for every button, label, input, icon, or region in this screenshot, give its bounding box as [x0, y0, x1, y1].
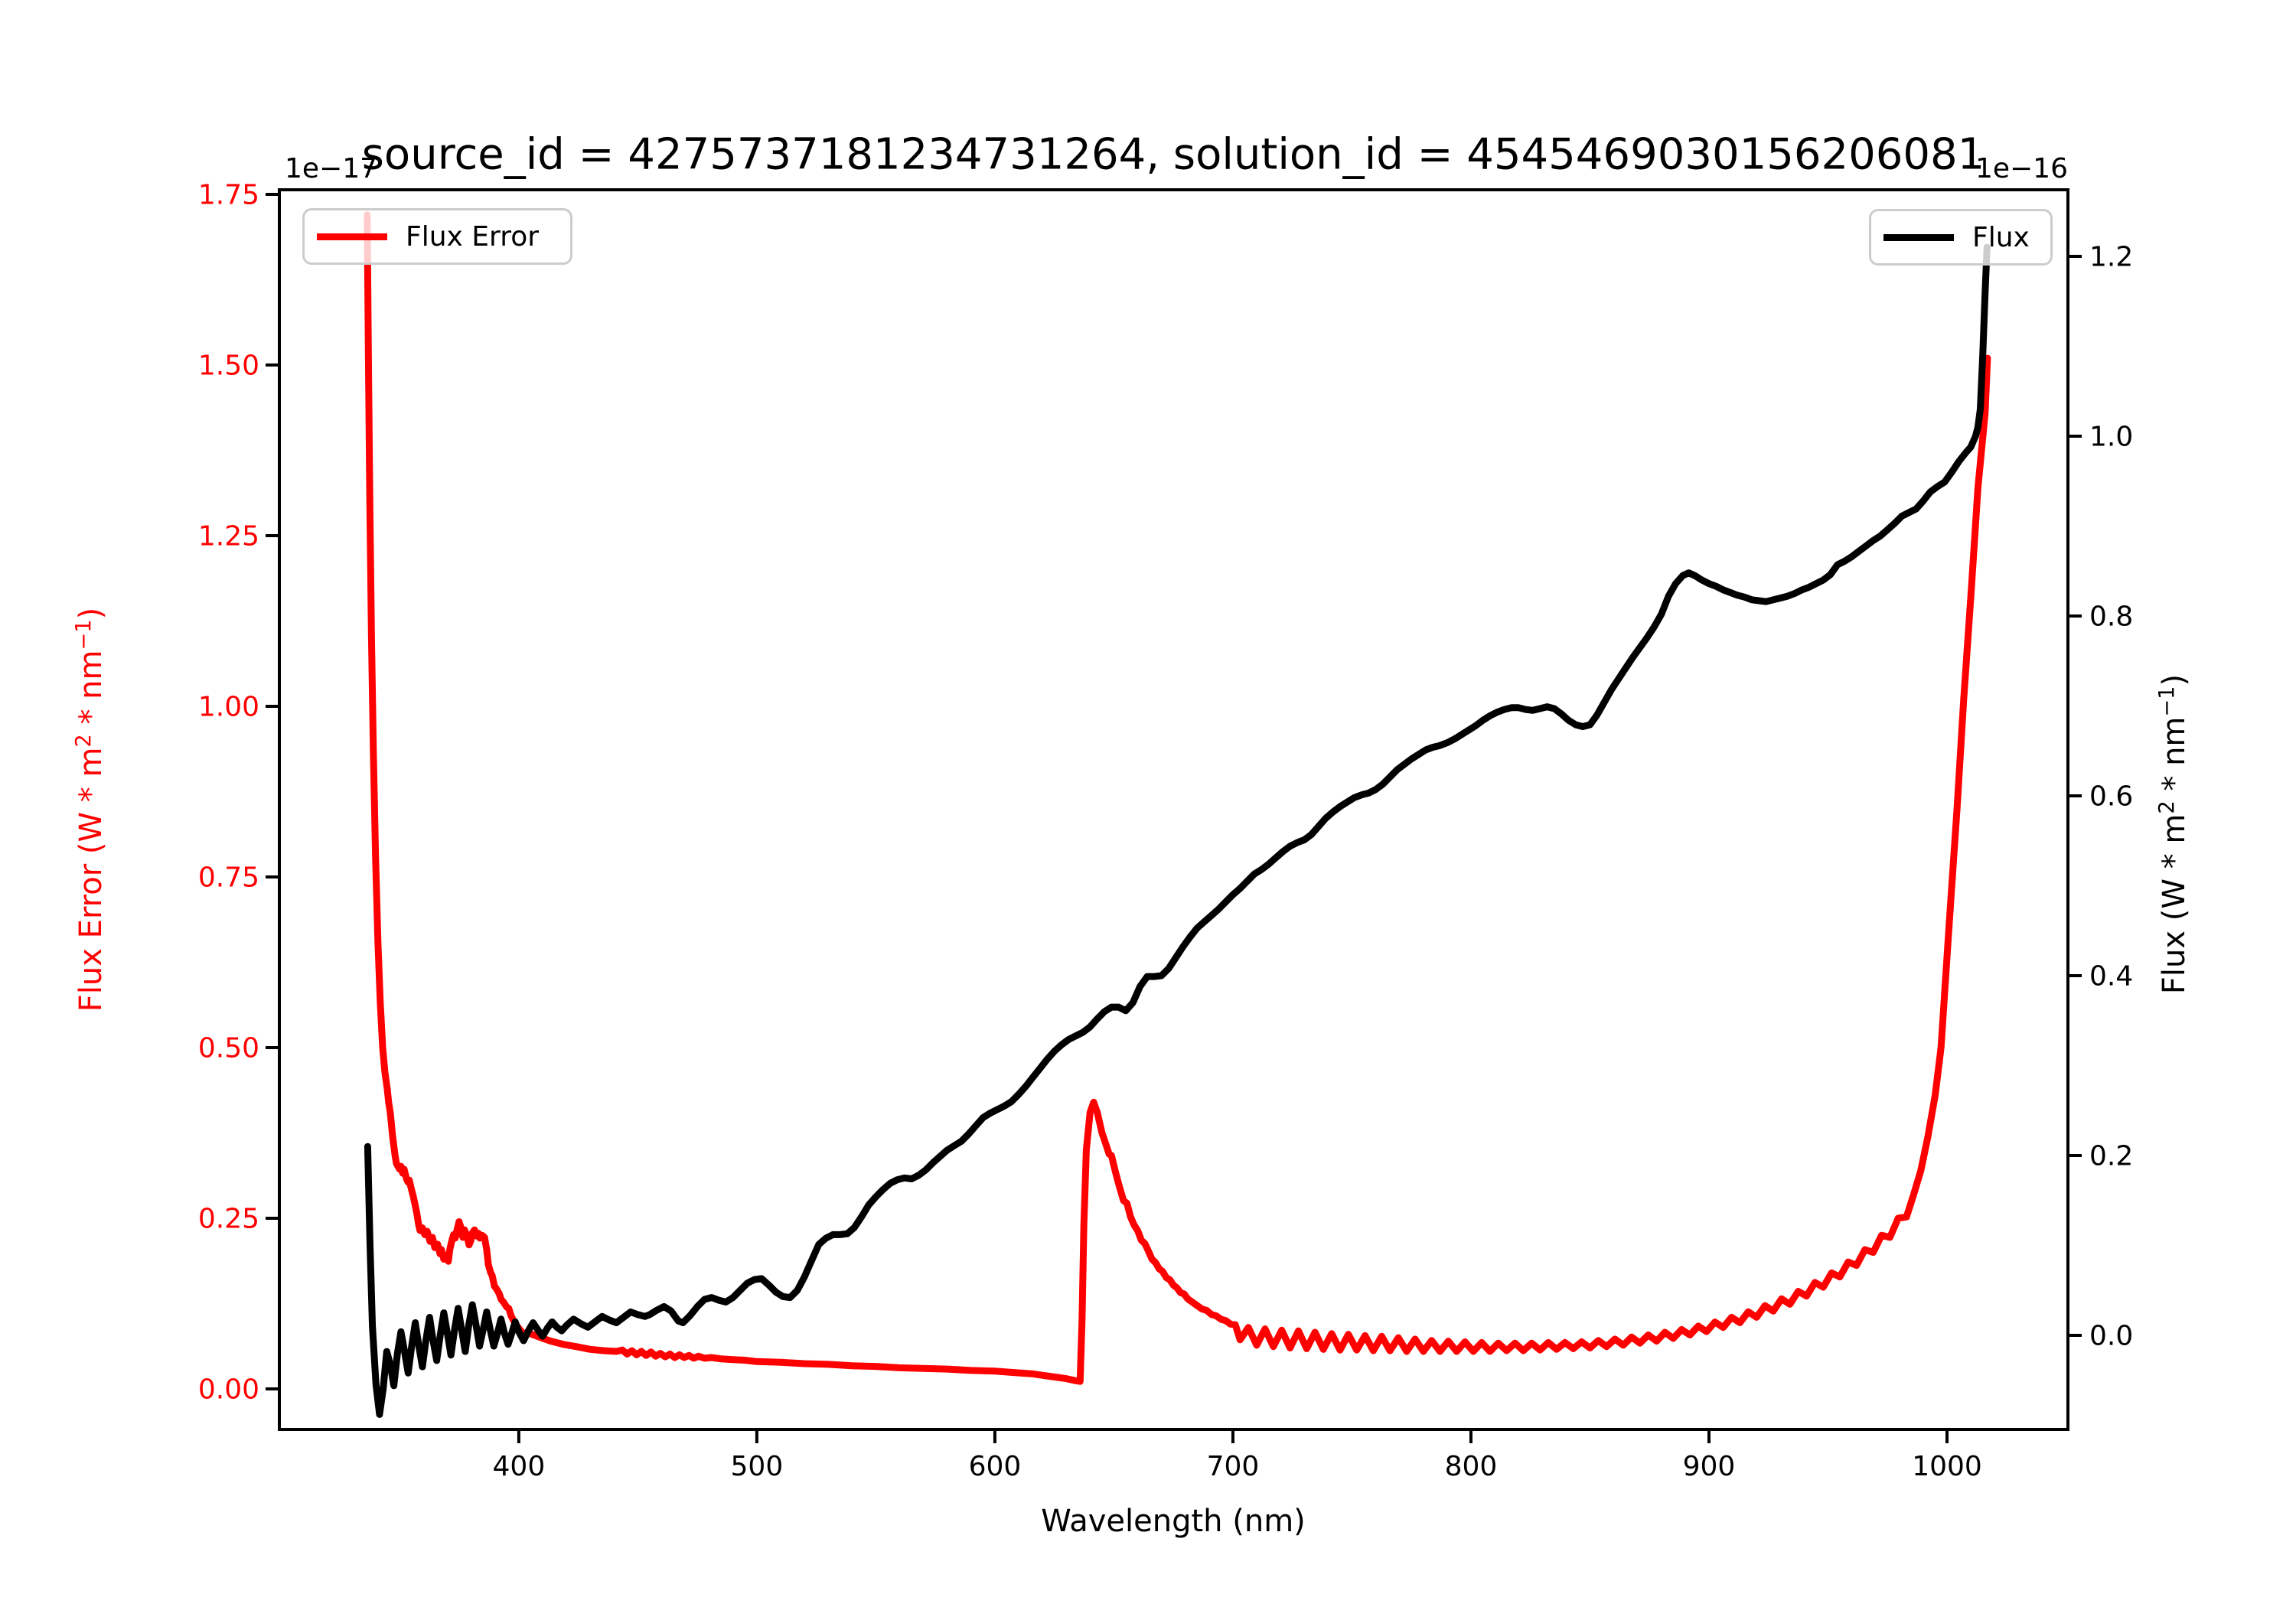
left-tick-label: 1.00 [198, 692, 259, 723]
left-axis-label-text2: * nm [73, 650, 109, 735]
right-tick-label: 1.0 [2089, 422, 2133, 453]
left-axis-label-text3: ) [73, 607, 109, 620]
left-tick-label: 1.75 [198, 180, 259, 211]
right-tick-label: 0.6 [2089, 781, 2133, 813]
right-axis-offset-text: 1e−16 [1975, 153, 2068, 184]
left-axis-label-supminus1: −1 [71, 619, 96, 650]
flux-legend-line-icon [1883, 233, 1954, 241]
plot-title: source_id = 4275737181234731264, solutio… [361, 129, 1985, 180]
right-axis-label-text2: * nm [2157, 716, 2193, 801]
left-tick-label: 0.00 [198, 1374, 259, 1406]
x-tick-label: 600 [969, 1451, 1022, 1482]
left-axis-offset-text: 1e−17 [285, 153, 378, 184]
axes-spines [278, 188, 2069, 1431]
right-tick-label: 0.8 [2089, 601, 2133, 633]
right-tick-label: 0.4 [2089, 961, 2133, 993]
flux-error-line [364, 211, 1991, 1385]
x-tick-label: 1000 [1912, 1451, 1982, 1482]
left-tick-label: 1.50 [198, 350, 259, 382]
right-axis-label-text: Flux (W * m [2157, 813, 2193, 995]
right-tick-label: 1.2 [2089, 242, 2133, 273]
left-axis-label-text: Flux Error (W * m [73, 747, 109, 1012]
left-tick-label: 0.25 [198, 1204, 259, 1235]
x-tick-label: 500 [731, 1451, 784, 1482]
right-tick-label: 0.2 [2089, 1141, 2133, 1172]
flux-error-legend-line-icon [317, 233, 387, 240]
x-axis-label: Wavelength (nm) [1041, 1504, 1306, 1539]
left-axis-label-sup2: 2 [71, 734, 96, 748]
flux-legend-label: Flux [1972, 221, 2030, 253]
left-axis-label: Flux Error (W * m2 * nm−1) [72, 608, 109, 1012]
legend-flux-error: Flux Error [302, 208, 572, 265]
x-tick-label: 900 [1683, 1451, 1736, 1482]
legend-flux: Flux [1869, 209, 2053, 266]
flux-error-legend-label: Flux Error [406, 220, 540, 253]
x-tick-label: 700 [1207, 1451, 1260, 1482]
right-axis-label-sup2: 2 [2154, 800, 2179, 814]
flux-line [364, 243, 1991, 1418]
right-axis-label: Flux (W * m2 * nm−1) [2155, 674, 2192, 994]
right-axis-label-text3: ) [2157, 673, 2193, 686]
left-tick-label: 1.25 [198, 521, 259, 553]
right-tick-label: 0.0 [2089, 1321, 2133, 1352]
x-tick-label: 800 [1445, 1451, 1498, 1482]
right-axis-label-supminus1: −1 [2154, 686, 2179, 717]
left-tick-label: 0.75 [198, 862, 259, 894]
left-tick-label: 0.50 [198, 1033, 259, 1064]
x-tick-label: 400 [493, 1451, 546, 1482]
